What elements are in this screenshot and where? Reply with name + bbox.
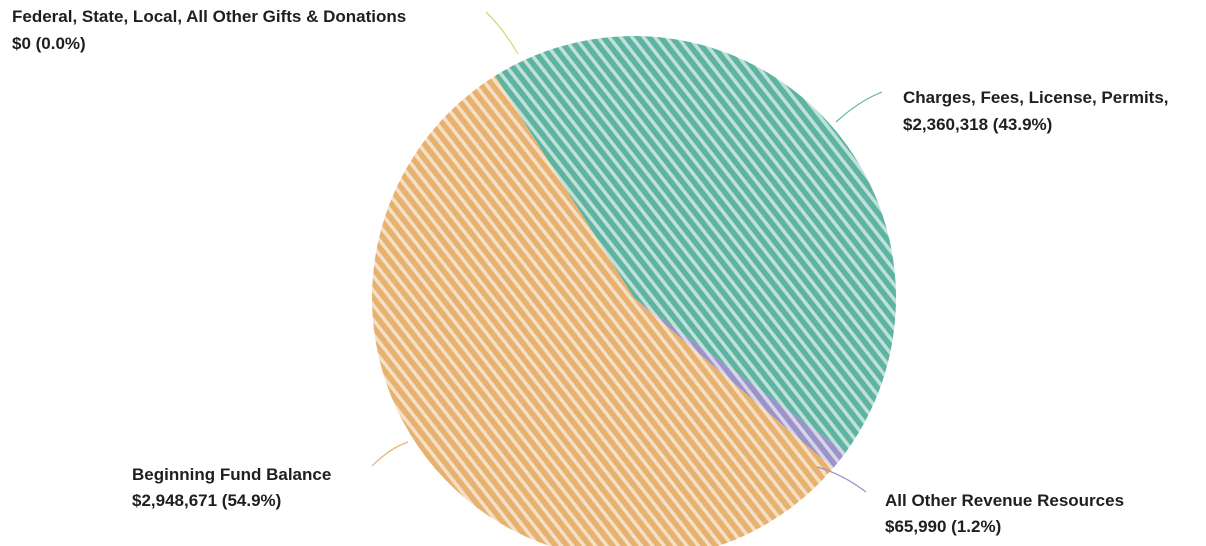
slice-label-federal-state-local: Federal, State, Local, All Other Gifts &… [12,7,406,53]
slice-label-beginning-fund-balance: Beginning Fund Balance $2,948,671 (54.9%… [132,465,331,510]
leader-lines [371,11,883,493]
slice-value-label: $0 (0.0%) [12,34,86,53]
leader-line [835,91,883,123]
pie-slice[interactable] [372,75,834,546]
slice-name-label: Beginning Fund Balance [132,465,331,484]
slice-label-all-other-revenue: All Other Revenue Resources $65,990 (1.2… [885,491,1124,536]
slice-value-label: $2,360,318 (43.9%) [903,115,1052,134]
slice-value-label: $2,948,671 (54.9%) [132,491,281,510]
pie-slice[interactable] [634,298,846,469]
slice-name-label: Charges, Fees, License, Permits, [903,88,1169,107]
slice-value-label: $65,990 (1.2%) [885,517,1001,536]
pie-slice[interactable] [495,35,897,453]
slice-label-charges-fees: Charges, Fees, License, Permits, $2,360,… [903,88,1169,134]
pie-slices [372,35,897,546]
slice-name-label: All Other Revenue Resources [885,491,1124,510]
leader-line [816,466,867,493]
slice-name-label: Federal, State, Local, All Other Gifts &… [12,7,406,26]
leader-line [485,11,519,55]
leader-line [371,441,409,467]
